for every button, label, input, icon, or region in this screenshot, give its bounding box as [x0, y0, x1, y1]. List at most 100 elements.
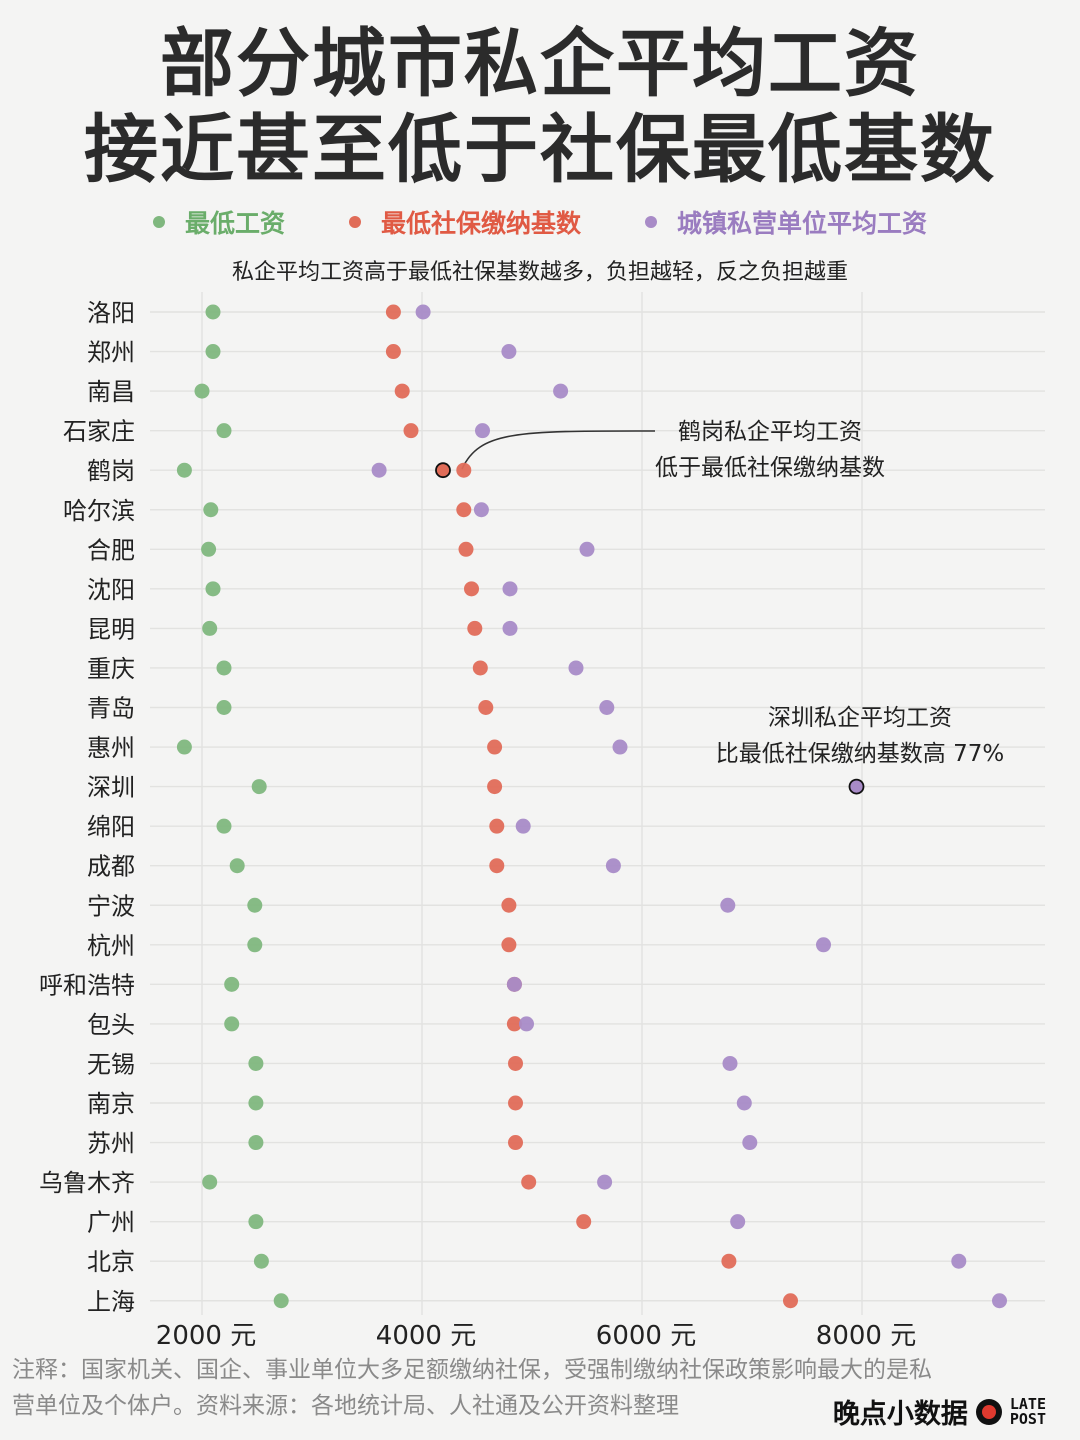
legend-dot-min-social-base: [348, 216, 361, 228]
data-point-min-wage: [176, 462, 192, 478]
city-label: 哈尔滨: [63, 497, 135, 525]
city-label: 苏州: [87, 1130, 135, 1158]
data-point-min-wage: [216, 423, 232, 439]
city-label: 郑州: [87, 339, 135, 367]
city-label: 惠州: [87, 734, 135, 762]
legend-label-min-social-base: 最低社保缴纳基数: [380, 209, 581, 238]
data-point-min-social-base: [464, 581, 479, 597]
data-point-private-avg-wage: [506, 976, 522, 992]
data-point-private-avg-wage: [579, 541, 595, 557]
data-point-min-social-base: [576, 1214, 592, 1230]
data-point-min-wage: [176, 739, 192, 755]
data-point-min-wage: [205, 304, 221, 320]
chart-subtitle: 私企平均工资高于最低社保基数越多，负担越轻，反之负担越重: [231, 260, 848, 285]
city-label: 沈阳: [87, 576, 135, 604]
city-label: 成都: [87, 853, 135, 881]
data-point-min-wage: [248, 1055, 264, 1071]
legend-label-private-avg-wage: 城镇私营单位平均工资: [677, 209, 928, 238]
data-point-min-wage: [224, 1016, 240, 1032]
city-label: 杭州: [87, 932, 135, 960]
data-point-private-avg-wage: [475, 423, 490, 439]
data-point-min-social-base: [385, 304, 401, 320]
legend-item-min-social-base: 最低社保缴纳基数: [348, 204, 581, 240]
city-label: 青岛: [87, 695, 135, 723]
data-point-private-avg-wage: [605, 858, 621, 874]
hegang-annotation-line1: 鹤岗私企平均工资: [678, 419, 862, 445]
city-label: 石家庄: [63, 418, 135, 446]
legend-dot-private-avg-wage: [645, 216, 657, 228]
data-point-private-avg-wage: [722, 1055, 738, 1071]
data-point-min-social-base: [458, 541, 474, 557]
hegang-annotation-line2: 低于最低社保缴纳基数: [655, 455, 885, 481]
data-point-min-wage: [247, 937, 263, 953]
data-point-min-wage: [247, 897, 263, 913]
data-point-min-wage: [203, 502, 219, 518]
shenzhen-annotation-line1: 深圳私企平均工资: [768, 705, 952, 731]
data-point-min-wage: [205, 344, 221, 360]
data-point-private-avg-wage: [599, 700, 615, 715]
data-point-min-social-base: [456, 462, 472, 478]
data-point-private-avg-wage: [742, 1135, 758, 1151]
data-point-min-wage: [248, 1135, 264, 1151]
data-point-min-social-base: [508, 1095, 523, 1111]
shenzhen-annotation-line2: 比最低社保缴纳基数高 77%: [716, 741, 1004, 767]
data-point-min-social-base: [489, 818, 505, 834]
data-point-private-avg-wage: [730, 1214, 746, 1230]
brand-circle-icon: [975, 1398, 1002, 1425]
legend-label-min-wage: 最低工资: [184, 209, 285, 238]
city-label: 鹤岗: [87, 457, 135, 485]
hegang-callout-line: [461, 430, 656, 470]
city-label: 北京: [87, 1248, 135, 1276]
brand-post: POST: [1009, 1409, 1046, 1428]
data-point-min-social-base: [489, 858, 505, 874]
data-point-private-avg-wage: [501, 344, 517, 360]
data-point-min-social-base: [521, 1174, 537, 1190]
data-point-min-social-base: [721, 1253, 737, 1269]
data-point-min-wage: [229, 858, 245, 874]
data-point-min-wage: [248, 1095, 264, 1111]
data-point-private-avg-wage: [736, 1095, 752, 1111]
data-point-min-social-base: [385, 344, 401, 360]
data-point-min-wage: [248, 1214, 264, 1230]
city-label: 南昌: [87, 378, 135, 406]
x-tick-label: 6000 元: [596, 1321, 696, 1351]
hegang-highlight-point: [435, 462, 451, 479]
data-point-private-avg-wage: [951, 1253, 967, 1269]
data-point-min-wage: [201, 541, 217, 557]
city-label: 昆明: [87, 615, 135, 643]
shenzhen-highlight-point: [848, 778, 865, 795]
data-point-min-social-base: [506, 1016, 522, 1032]
footnote-line2: 营单位及个体户。资料来源：各地统计局、人社通及公开资料整理: [12, 1393, 679, 1419]
data-point-min-social-base: [501, 937, 517, 953]
brand-late: LATE: [1009, 1394, 1046, 1413]
data-point-private-avg-wage: [597, 1174, 613, 1190]
city-label: 绵阳: [87, 813, 135, 841]
x-tick-label: 2000 元: [156, 1321, 256, 1351]
city-label: 合肥: [87, 536, 135, 564]
data-point-min-wage: [224, 976, 240, 992]
data-point-min-wage: [273, 1293, 289, 1309]
data-point-min-wage: [202, 620, 218, 636]
legend-dot-min-wage: [152, 216, 165, 228]
legend-item-private-avg-wage: 城镇私营单位平均工资: [645, 204, 927, 240]
data-point-private-avg-wage: [473, 502, 489, 518]
data-point-private-avg-wage: [502, 620, 518, 636]
legend: 最低工资 最低社保缴纳基数 城镇私营单位平均工资: [0, 204, 1080, 240]
data-point-min-wage: [251, 779, 267, 795]
data-point-private-avg-wage: [992, 1293, 1007, 1309]
x-tick-label: 4000 元: [376, 1321, 476, 1351]
city-label: 深圳: [87, 774, 135, 802]
data-point-private-avg-wage: [519, 1016, 534, 1032]
city-label: 无锡: [87, 1050, 135, 1078]
chart-title-line1: 部分城市私企平均工资: [160, 21, 920, 107]
data-point-min-social-base: [487, 739, 503, 755]
data-point-min-social-base: [472, 660, 488, 676]
data-point-min-wage: [253, 1253, 269, 1269]
city-label: 重庆: [87, 655, 135, 683]
data-point-min-social-base: [783, 1293, 798, 1309]
city-label: 上海: [87, 1288, 135, 1316]
city-label: 洛阳: [87, 299, 135, 327]
data-point-private-avg-wage: [415, 304, 431, 320]
data-point-min-wage: [205, 581, 221, 597]
data-point-min-social-base: [508, 1055, 523, 1071]
